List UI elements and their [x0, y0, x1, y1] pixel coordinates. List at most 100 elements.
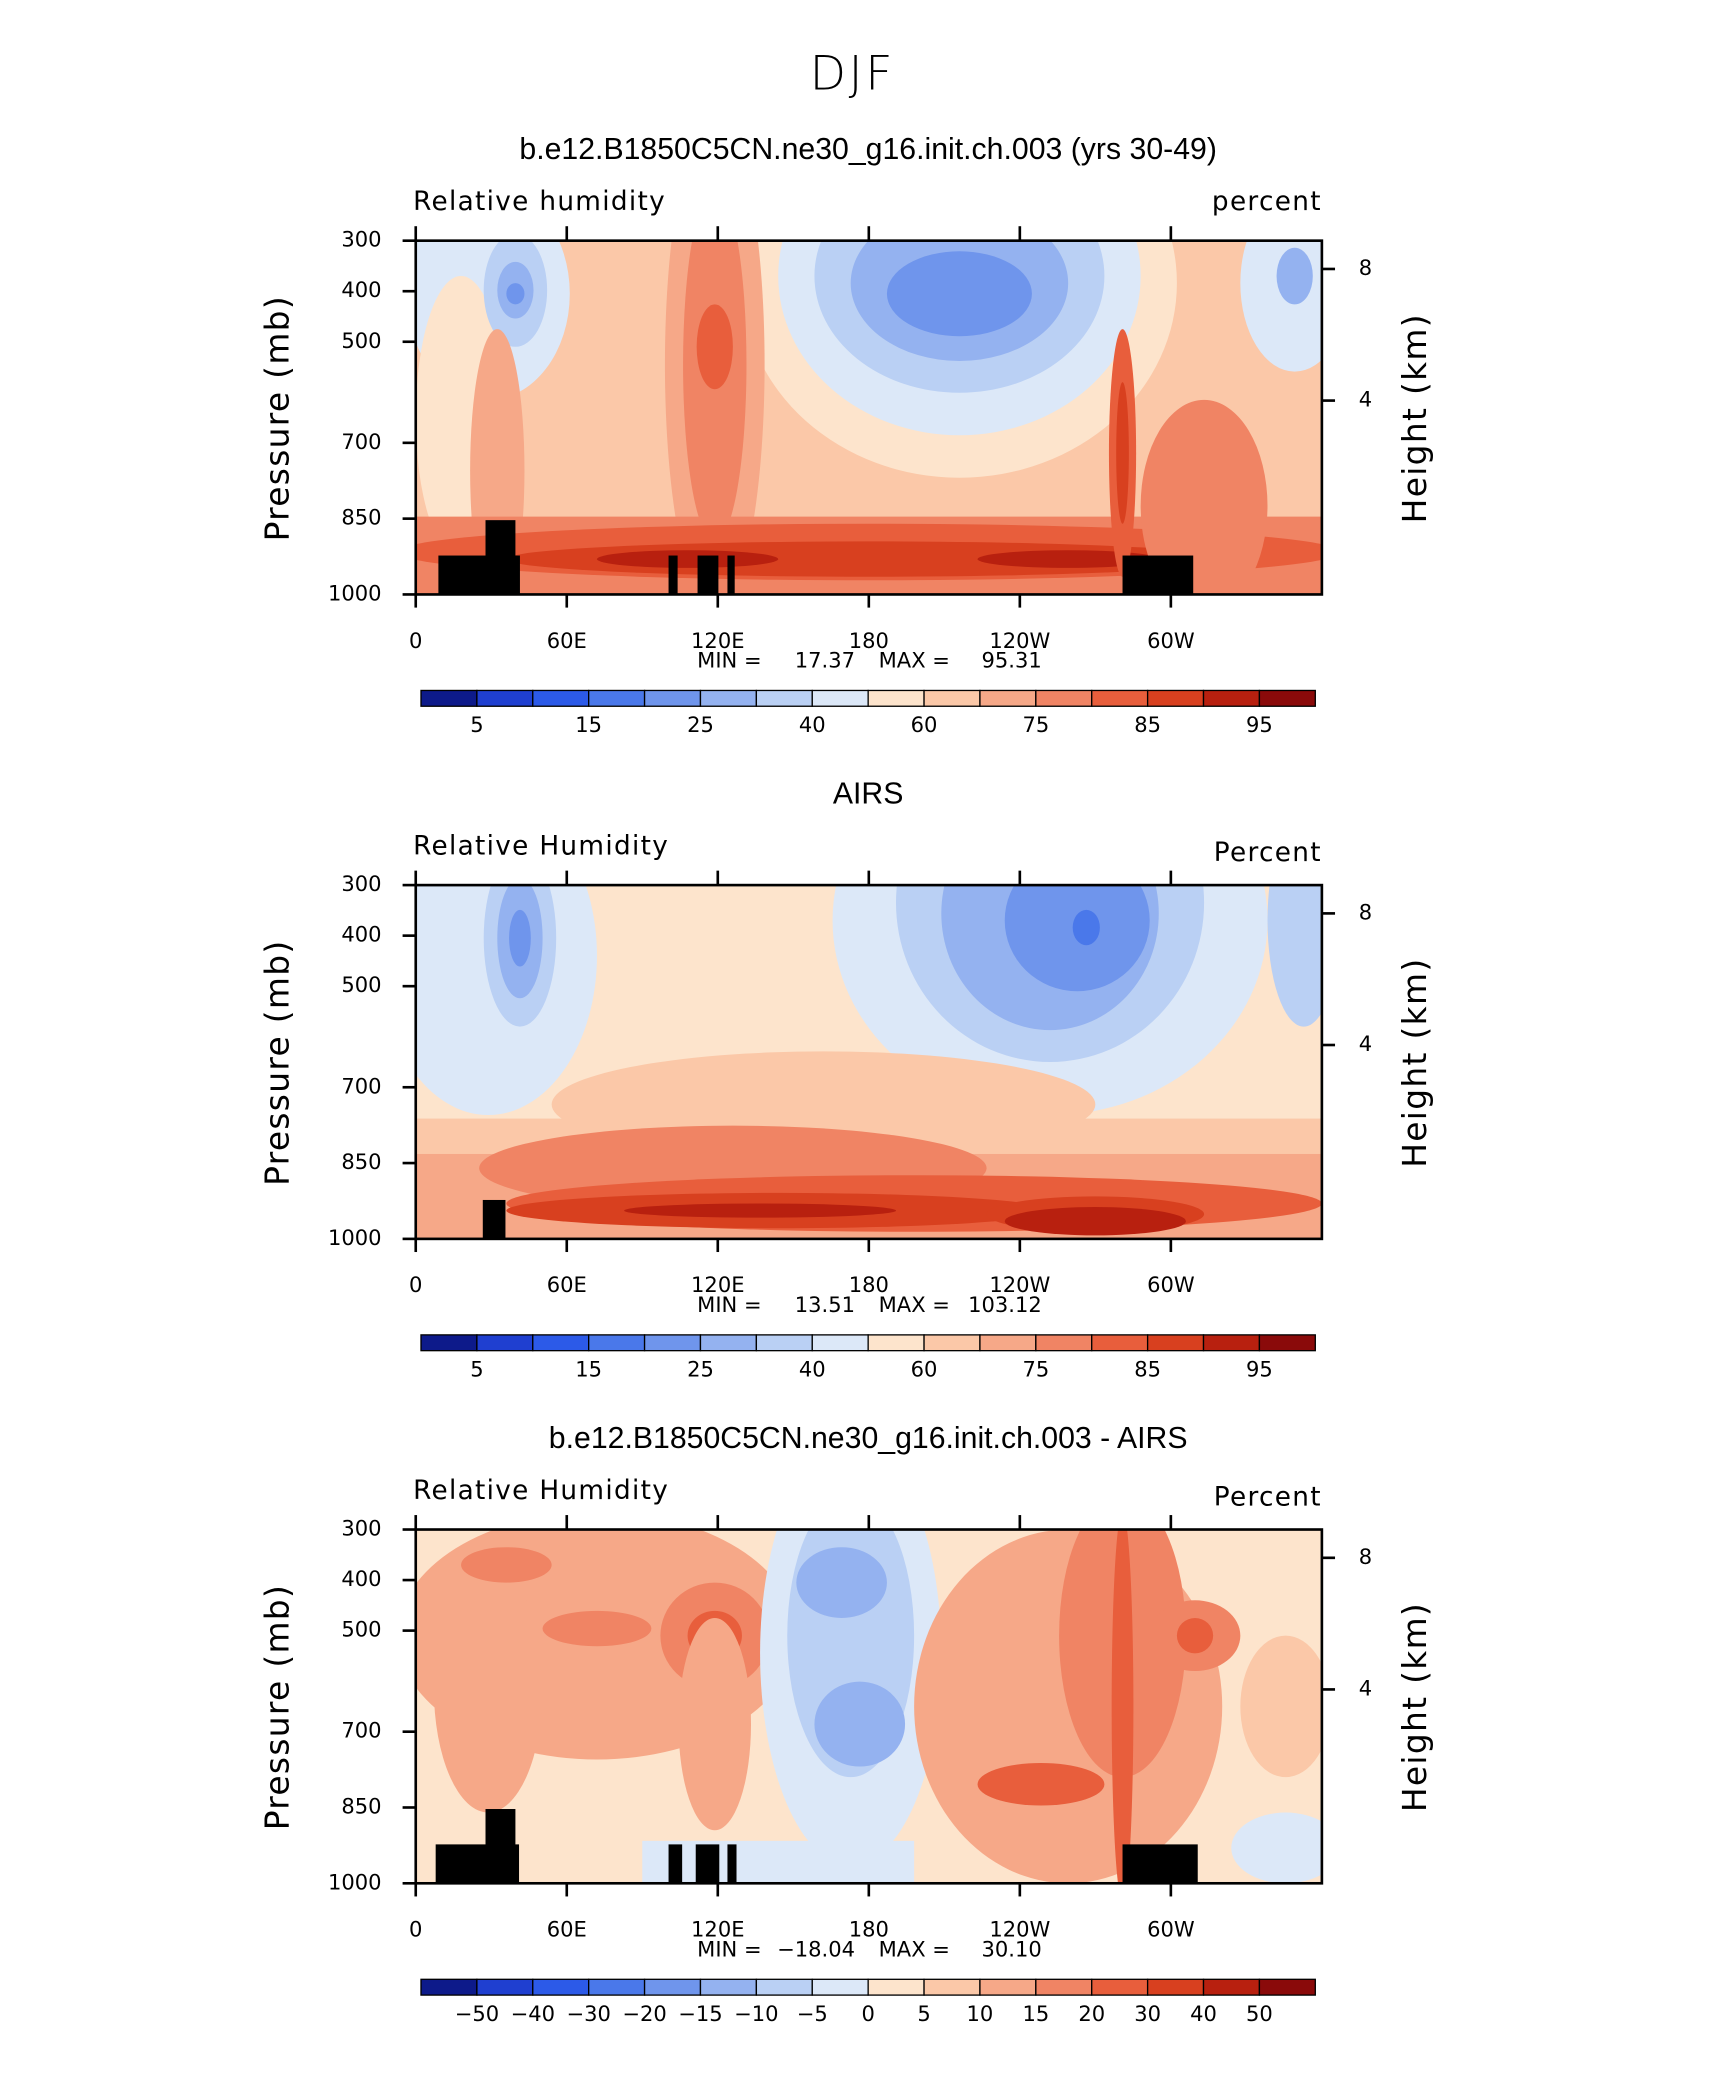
y-tick-label: 1000: [328, 1225, 382, 1250]
contour-region: [696, 304, 733, 390]
x-tick-label: 120W: [989, 1917, 1050, 1942]
colorbar-box: [643, 1334, 702, 1352]
colorbar-label: 5: [470, 1356, 483, 1381]
colorbar-box: [755, 1334, 813, 1352]
x-tick-label: 60E: [547, 1917, 587, 1942]
contour-region: [1004, 1207, 1186, 1236]
y-tick-label: 300: [341, 1516, 381, 1541]
colorbar-label: 85: [1134, 1356, 1161, 1381]
colorbar-label: 95: [1246, 1356, 1273, 1381]
colorbar-box: [532, 1978, 590, 1996]
contour-region: [886, 251, 1032, 337]
colorbar-box: [588, 1334, 646, 1352]
colorbar-box: [643, 1978, 702, 1996]
colorbar-label: 60: [911, 1356, 938, 1381]
x-tick-label: 60W: [1147, 628, 1195, 653]
land-mask: [485, 520, 516, 595]
land-mask: [1122, 1844, 1198, 1884]
contour-region: [1267, 885, 1322, 1027]
colorbar-box: [588, 689, 646, 707]
colorbar-box: [1258, 1978, 1316, 1996]
max-text: MAX =: [879, 648, 950, 673]
y2-axis-label: Height (km): [1395, 1602, 1434, 1812]
colorbar-label: 75: [1022, 1356, 1049, 1381]
max-text: MAX =: [879, 1292, 950, 1317]
colorbar-box: [476, 1334, 534, 1352]
colorbar-box: [532, 689, 590, 707]
colorbar-box: [1091, 689, 1149, 707]
panel-title: AIRS: [833, 778, 904, 811]
colorbar-label: 30: [1134, 2001, 1161, 2026]
variable-label: Relative Humidity: [413, 1476, 669, 1506]
x-tick-label: 60E: [547, 1272, 587, 1297]
y-tick-label: 300: [341, 227, 381, 252]
colorbar-label: 50: [1246, 2001, 1273, 2026]
colorbar-box: [1258, 689, 1316, 707]
colorbar-label: 40: [799, 712, 826, 737]
y2-tick-label: 4: [1359, 387, 1372, 412]
colorbar-box: [755, 689, 813, 707]
colorbar-box: [755, 1978, 813, 1996]
colorbar-box: [1202, 689, 1261, 707]
contour-region: [509, 909, 531, 967]
colorbar-box: [420, 689, 478, 707]
y2-tick-label: 8: [1359, 255, 1372, 280]
min-value: 17.37: [795, 648, 855, 673]
variable-label: Relative humidity: [413, 187, 666, 217]
y2-axis-label: Height (km): [1395, 958, 1434, 1168]
colorbar-box: [476, 689, 534, 707]
x-tick-label: 60W: [1147, 1272, 1195, 1297]
y-tick-label: 400: [341, 922, 381, 947]
min-value: −18.04: [777, 1936, 855, 1961]
x-tick-label: 60W: [1147, 1917, 1195, 1942]
colorbar-label: −5: [797, 2001, 828, 2026]
max-text: MAX =: [879, 1936, 950, 1961]
contour-region: [977, 1763, 1105, 1806]
land-mask: [727, 555, 735, 595]
contour-region: [461, 1547, 552, 1583]
colorbar-box: [867, 689, 925, 707]
contour-region: [506, 283, 525, 305]
colorbar-box: [1202, 1978, 1261, 1996]
contour-region: [1231, 1812, 1322, 1884]
colorbar-label: −10: [734, 2001, 778, 2026]
x-tick-label: 120E: [691, 628, 744, 653]
y2-axis-label: Height (km): [1395, 313, 1434, 523]
max-value: 30.10: [982, 1936, 1042, 1961]
land-mask: [482, 1199, 506, 1239]
contour-region: [1116, 382, 1129, 524]
y-tick-label: 700: [341, 1718, 381, 1743]
y-tick-label: 850: [341, 1793, 381, 1818]
y-tick-label: 400: [341, 277, 381, 302]
land-mask: [485, 1809, 516, 1884]
colorbar-box: [867, 1334, 925, 1352]
land-mask: [1122, 555, 1194, 595]
contour-region: [1240, 1635, 1322, 1778]
colorbar-box: [476, 1978, 534, 1996]
min-text: MIN =: [697, 1292, 761, 1317]
colorbar-box: [699, 689, 758, 707]
contour-region: [683, 240, 747, 542]
contour-region: [624, 1203, 896, 1218]
colorbar-box: [643, 689, 702, 707]
contour-region: [678, 1617, 752, 1831]
x-tick-label: 0: [409, 1917, 422, 1942]
panel-title: b.e12.B1850C5CN.ne30_g16.init.ch.003 (yr…: [519, 133, 1217, 166]
colorbar-box: [1146, 1334, 1205, 1352]
y-tick-label: 700: [341, 1073, 381, 1098]
colorbar-box: [1035, 1978, 1093, 1996]
y2-tick-label: 4: [1359, 1675, 1372, 1700]
contour-field: [415, 1529, 1322, 1884]
contour-region: [1140, 399, 1268, 595]
contour-region: [542, 1610, 652, 1647]
colorbar-box: [1035, 689, 1093, 707]
colorbar-box: [588, 1978, 646, 1996]
colorbar-box: [979, 1334, 1037, 1352]
colorbar-box: [1091, 1334, 1149, 1352]
x-tick-label: 120W: [989, 1272, 1050, 1297]
x-tick-label: 0: [409, 1272, 422, 1297]
colorbar-box: [811, 689, 869, 707]
min-text: MIN =: [697, 1936, 761, 1961]
colorbar-label: −15: [678, 2001, 722, 2026]
units-label: Percent: [1214, 1482, 1322, 1512]
